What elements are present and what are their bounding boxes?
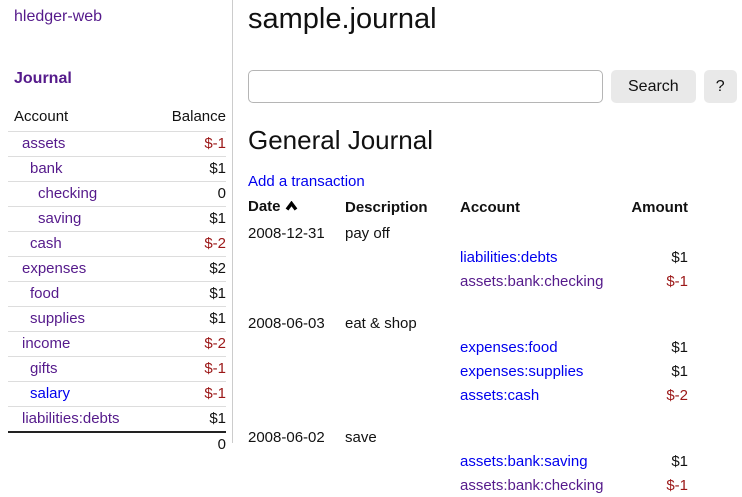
posting-amount: $1: [671, 453, 688, 470]
search-input[interactable]: [248, 70, 603, 103]
posting-account-link[interactable]: assets:bank:saving: [460, 453, 588, 470]
posting-row: expenses:food $1: [248, 335, 688, 359]
search-form: Search ?: [248, 70, 742, 103]
account-row: salary $-1: [8, 381, 226, 407]
posting-account-link[interactable]: expenses:food: [460, 339, 558, 356]
account-link-saving[interactable]: saving: [38, 210, 82, 227]
account-link-checking[interactable]: checking: [38, 185, 98, 202]
register-header-row: Date Description Account Amount: [248, 198, 688, 221]
account-balance: $1: [154, 406, 226, 432]
date-column-header[interactable]: Date: [248, 198, 345, 221]
chevron-up-icon: [285, 199, 298, 216]
account-link-expenses[interactable]: expenses: [22, 260, 87, 277]
add-transaction-link[interactable]: Add a transaction: [248, 173, 365, 190]
account-column-header: Account: [14, 108, 69, 125]
account-balance: $-1: [154, 356, 226, 382]
account-row: expenses $2: [8, 256, 226, 282]
transaction-row: 2008-06-03 eat & shop: [248, 311, 688, 335]
posting-row: assets:bank:checking $-1: [248, 269, 688, 293]
page-title: sample.journal: [248, 3, 437, 35]
account-balance: $-1: [154, 381, 226, 407]
account-balance: $1: [154, 206, 226, 232]
posting-amount: $-1: [666, 477, 688, 494]
transaction-row: 2008-12-31 pay off: [248, 221, 688, 245]
posting-account-link[interactable]: liabilities:debts: [460, 249, 558, 266]
account-row: checking 0: [8, 181, 226, 207]
search-button[interactable]: Search: [611, 70, 696, 103]
posting-account-link[interactable]: assets:bank:checking: [460, 477, 604, 494]
journal-heading: General Journal: [248, 125, 433, 155]
account-balance: $-2: [154, 331, 226, 357]
posting-amount: $-1: [666, 273, 688, 290]
posting-account-link[interactable]: assets:cash: [460, 387, 540, 404]
account-row: cash $-2: [8, 231, 226, 257]
accounts-header-row: Account Balance: [8, 108, 226, 132]
account-link-cash[interactable]: cash: [30, 235, 62, 252]
posting-amount: $-2: [666, 387, 688, 404]
account-link-gifts[interactable]: gifts: [30, 360, 58, 377]
accounts-total-value: 0: [154, 431, 226, 457]
app-title-link[interactable]: hledger-web: [14, 8, 103, 25]
account-balance: $-1: [154, 131, 226, 157]
account-balance: $-2: [154, 231, 226, 257]
account-balance: $1: [154, 281, 226, 307]
account-link-salary[interactable]: salary: [30, 385, 71, 402]
account-row: supplies $1: [8, 306, 226, 332]
posting-amount: $1: [671, 363, 688, 380]
account-balance: $1: [154, 306, 226, 332]
transaction-description: save: [345, 429, 377, 446]
account-link-liabilities-debts[interactable]: liabilities:debts: [22, 410, 120, 427]
transaction-description: pay off: [345, 225, 390, 242]
account-balance: $2: [154, 256, 226, 282]
account-column-header: Account: [460, 198, 520, 216]
posting-row: assets:bank:saving $1: [248, 449, 688, 473]
account-row: gifts $-1: [8, 356, 226, 382]
account-row: assets $-1: [8, 131, 226, 157]
spacer-row: [248, 293, 688, 311]
posting-amount: $1: [671, 339, 688, 356]
account-row: liabilities:debts $1: [8, 406, 226, 432]
posting-row: liabilities:debts $1: [248, 245, 688, 269]
account-link-bank[interactable]: bank: [30, 160, 63, 177]
account-row: bank $1: [8, 156, 226, 182]
transaction-date: 2008-06-03: [248, 315, 325, 332]
transaction-description: eat & shop: [345, 315, 417, 332]
balance-column-header: Balance: [171, 108, 226, 125]
posting-account-link[interactable]: expenses:supplies: [460, 363, 584, 380]
account-row: income $-2: [8, 331, 226, 357]
sidebar-journal-heading: Journal: [14, 70, 72, 87]
accounts-total-row: 0: [8, 431, 226, 457]
account-link-assets[interactable]: assets: [22, 135, 66, 152]
posting-row: assets:cash $-2: [248, 383, 688, 407]
posting-amount: $1: [671, 249, 688, 266]
account-link-income[interactable]: income: [22, 335, 71, 352]
search-help-button[interactable]: ?: [703, 70, 737, 103]
main-content: sample.journal Search ? General Journal …: [248, 0, 742, 494]
accounts-table: Account Balance assets $-1 bank $1 check…: [8, 108, 226, 457]
account-balance: 0: [154, 181, 226, 207]
spacer-row: [248, 407, 688, 425]
transaction-date: 2008-12-31: [248, 225, 325, 242]
sidebar: hledger-web Journal Account Balance asse…: [0, 0, 233, 457]
transaction-row: 2008-06-02 save: [248, 425, 688, 449]
transaction-date: 2008-06-02: [248, 429, 325, 446]
amount-column-header: Amount: [631, 198, 688, 216]
register-table: Date Description Account Amount 2008-12-…: [248, 198, 688, 497]
account-link-food[interactable]: food: [30, 285, 60, 302]
account-row: food $1: [8, 281, 226, 307]
posting-row: expenses:supplies $1: [248, 359, 688, 383]
account-link-supplies[interactable]: supplies: [30, 310, 86, 327]
account-row: saving $1: [8, 206, 226, 232]
description-column-header: Description: [345, 198, 428, 216]
account-balance: $1: [154, 156, 226, 182]
posting-row: assets:bank:checking $-1: [248, 473, 688, 497]
posting-account-link[interactable]: assets:bank:checking: [460, 273, 604, 290]
